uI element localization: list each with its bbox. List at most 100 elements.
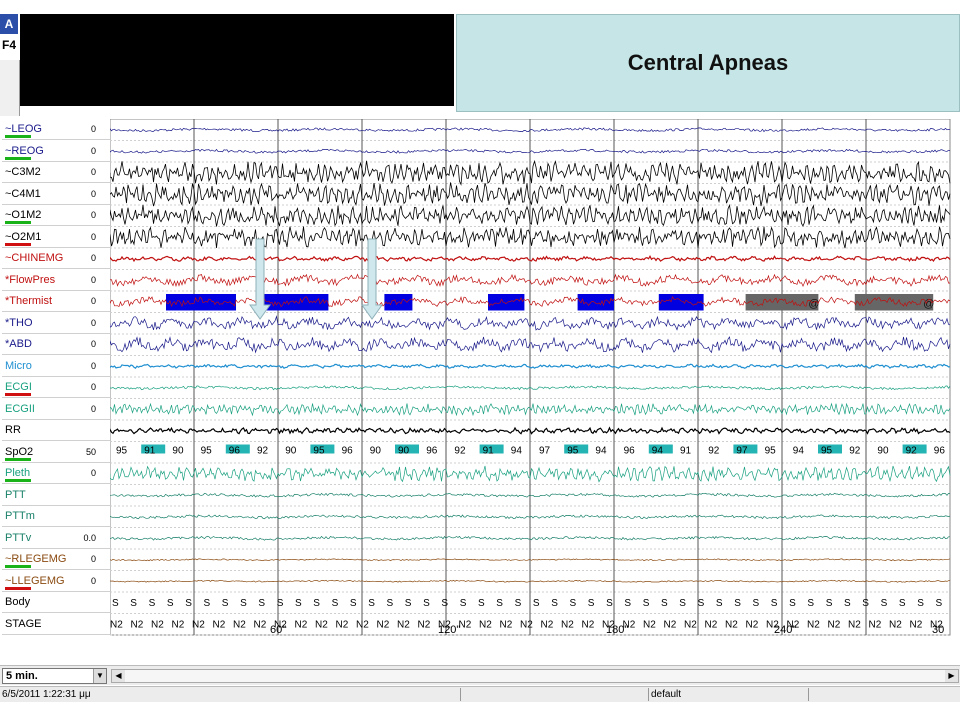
- sleep-stage: N2: [725, 620, 738, 631]
- psg-trace-area[interactable]: @ @95 91 90 95 96 92 90 95 96 90 90 96 92 91 94 97 95 94 96…: [110, 119, 960, 637]
- event-marker: @: [923, 298, 934, 310]
- channel-label[interactable]: ECGII 0: [2, 399, 110, 420]
- channel-label[interactable]: SpO2 50: [2, 442, 110, 463]
- channel-name: STAGE: [5, 617, 42, 630]
- spo2-value: 92: [708, 446, 720, 457]
- time-tick-label: 120": [438, 624, 460, 636]
- channel-label[interactable]: Micro 0: [2, 356, 110, 377]
- signal-trace: [110, 226, 951, 249]
- spo2-value: 90: [172, 446, 184, 457]
- sleep-stage: N2: [336, 620, 349, 631]
- channel-label[interactable]: PTT: [2, 485, 110, 506]
- channel-label[interactable]: ~RLEGEMG 0: [2, 549, 110, 570]
- spo2-value: 97: [736, 446, 748, 457]
- spo2-value: 95: [821, 446, 833, 457]
- horizontal-scrollbar[interactable]: ◀ ▶: [111, 669, 959, 683]
- sleep-stage: N2: [684, 620, 697, 631]
- body-position: S: [862, 598, 869, 609]
- spo2-value: 90: [398, 446, 410, 457]
- channel-scale: 0: [90, 145, 96, 156]
- sleep-stage: N2: [295, 620, 308, 631]
- spo2-value: 96: [229, 446, 241, 457]
- spo2-value: 96: [426, 446, 438, 457]
- channel-label[interactable]: PTTv 0.0: [2, 528, 110, 549]
- sleep-stage: N2: [664, 620, 677, 631]
- signal-trace: [110, 579, 951, 583]
- body-position: S: [149, 598, 156, 609]
- sleep-stage: N2: [623, 620, 636, 631]
- channel-scale: 50: [85, 446, 96, 457]
- scroll-left-arrow-icon[interactable]: ◀: [112, 670, 125, 682]
- body-position: S: [533, 598, 540, 609]
- status-mode: default: [651, 689, 682, 700]
- spo2-value: 90: [285, 446, 297, 457]
- status-divider: [460, 688, 461, 701]
- channel-label[interactable]: ~LEOG 0: [2, 119, 110, 140]
- sleep-stage: N2: [418, 620, 431, 631]
- channel-name: SpO2: [5, 445, 34, 458]
- channel-label[interactable]: STAGE: [2, 614, 110, 635]
- channel-scale: 0: [90, 167, 96, 177]
- body-position: S: [313, 598, 320, 609]
- channel-name: Pleth: [5, 467, 31, 479]
- body-position: S: [826, 598, 833, 609]
- spo2-value: 92: [906, 446, 918, 457]
- app-icon[interactable]: A: [0, 14, 18, 34]
- sleep-stage: N2: [315, 620, 328, 631]
- channel-label[interactable]: ~C3M2 0: [2, 162, 110, 183]
- signal-trace: [110, 295, 951, 308]
- time-tick-label: 240": [774, 624, 796, 636]
- signal-trace: [110, 203, 951, 227]
- channel-name: ~REOG: [5, 144, 44, 157]
- sleep-stage: N2: [377, 620, 390, 631]
- channel-label[interactable]: ~LLEGEMG 0: [2, 571, 110, 592]
- signal-trace: [110, 336, 951, 354]
- channel-label[interactable]: ~O2M1 0: [2, 227, 110, 248]
- body-position: S: [734, 598, 741, 609]
- sleep-stage: N2: [110, 620, 123, 631]
- sleep-stage: N2: [192, 620, 205, 631]
- channel-label[interactable]: Pleth 0: [2, 463, 110, 484]
- channel-name: ~O2M1: [5, 230, 42, 243]
- channel-label[interactable]: *THO 0: [2, 313, 110, 334]
- scroll-right-arrow-icon[interactable]: ▶: [945, 670, 958, 682]
- channel-label[interactable]: RR: [2, 420, 110, 441]
- channel-label[interactable]: *FlowPres 0: [2, 270, 110, 291]
- spo2-value: 95: [116, 446, 128, 457]
- body-position: S: [624, 598, 631, 609]
- channel-name: ~C3M2: [5, 166, 41, 178]
- apnea-event: [166, 294, 236, 311]
- chevron-down-icon[interactable]: ▼: [93, 669, 106, 683]
- body-position: S: [332, 598, 339, 609]
- channel-label[interactable]: *ABD 0: [2, 334, 110, 355]
- channel-scale: 0: [90, 274, 96, 285]
- body-position: S: [295, 598, 302, 609]
- signal-trace: [110, 558, 951, 562]
- channel-label[interactable]: ~C4M1 0: [2, 184, 110, 205]
- channel-label[interactable]: ~O1M2 0: [2, 205, 110, 226]
- signal-trace: [110, 426, 951, 435]
- body-position: S: [679, 598, 686, 609]
- channel-label[interactable]: ECGI 0: [2, 377, 110, 398]
- signal-trace: [110, 492, 951, 498]
- body-position: S: [771, 598, 778, 609]
- spo2-value: 92: [849, 446, 861, 457]
- signal-trace: [110, 127, 951, 133]
- body-position: S: [222, 598, 229, 609]
- channel-label[interactable]: ~REOG 0: [2, 141, 110, 162]
- body-position: S: [570, 598, 577, 609]
- channel-label[interactable]: ~CHINEMG 0: [2, 248, 110, 269]
- signal-trace: [110, 402, 951, 417]
- body-position: S: [789, 598, 796, 609]
- spo2-band: [225, 444, 250, 454]
- channel-label[interactable]: PTTm: [2, 506, 110, 527]
- body-position: S: [460, 598, 467, 609]
- body-position: S: [753, 598, 760, 609]
- channel-label[interactable]: Body: [2, 592, 110, 613]
- spo2-band: [648, 444, 673, 454]
- channel-name: Body: [5, 596, 31, 608]
- zoom-select[interactable]: 5 min. ▼: [2, 668, 107, 684]
- channel-label[interactable]: *Thermist 0: [2, 291, 110, 312]
- signal-trace: [110, 273, 951, 288]
- status-divider: [648, 688, 649, 701]
